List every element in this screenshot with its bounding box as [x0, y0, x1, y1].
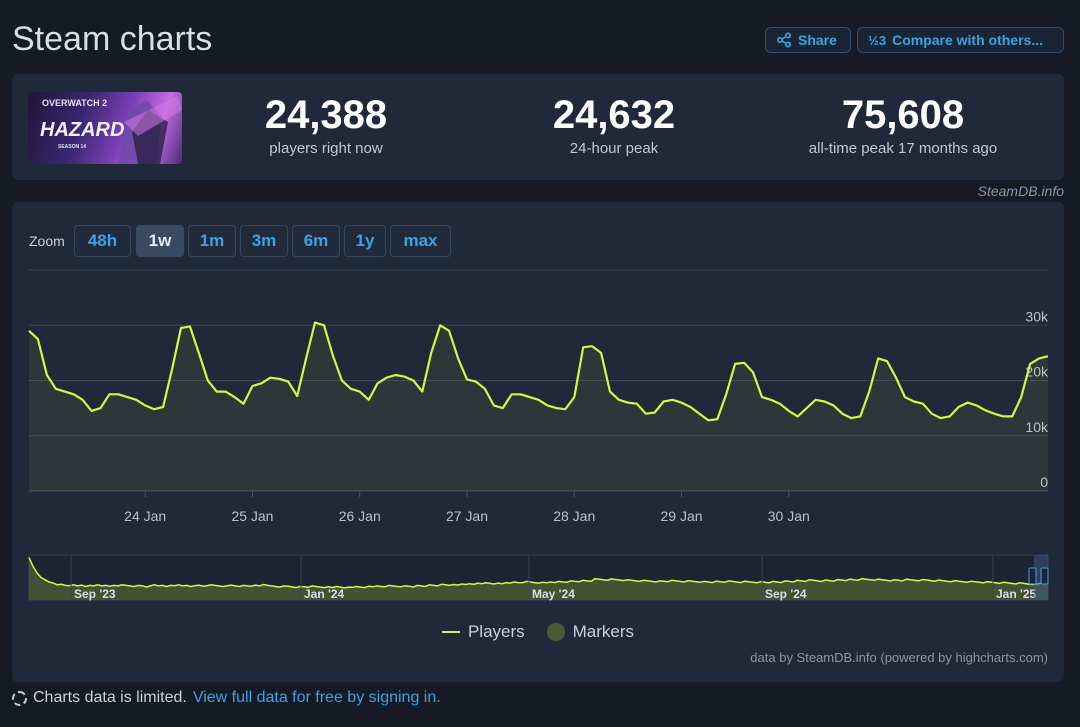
players-line	[28, 321, 1049, 422]
navigator[interactable]: Sep '23 Jan '24 May '24 Sep '24 Jan '25	[28, 554, 1049, 601]
navigator-tick-label: Sep '24	[765, 587, 807, 601]
sign-in-link[interactable]: View full data for free by signing in.	[192, 689, 441, 706]
stats-panel: OVERWATCH 2 HAZARD SEASON 14 24,388 play…	[12, 74, 1064, 180]
page-title: Steam charts	[12, 20, 213, 58]
zoom-1w-button[interactable]: 1w	[136, 225, 184, 257]
zoom-3m-button[interactable]: 3m	[240, 225, 288, 257]
chart-legend: Players Markers	[12, 622, 1064, 642]
dashed-circle-icon	[12, 690, 27, 706]
stat-current-value: 24,388	[264, 93, 388, 137]
legend-markers[interactable]: Markers	[546, 622, 635, 642]
x-tick-label: 30 Jan	[768, 508, 810, 524]
source-link[interactable]: SteamDB.info	[977, 183, 1064, 199]
navigator-handle-left	[1028, 567, 1037, 585]
game-banner[interactable]: OVERWATCH 2 HAZARD SEASON 14	[28, 92, 182, 164]
chart-credit[interactable]: data by SteamDB.info (powered by highcha…	[750, 650, 1048, 665]
navigator-tick-label: May '24	[532, 587, 575, 601]
y-tick-label: 30k	[1025, 308, 1049, 324]
x-tick-label: 28 Jan	[553, 508, 595, 524]
zoom-48h-button[interactable]: 48h	[74, 225, 131, 257]
navigator-tick-label: Jan '24	[304, 587, 345, 601]
zoom-label: Zoom	[29, 233, 65, 249]
legend-markers-label: Markers	[572, 622, 635, 641]
game-season: SEASON 14	[58, 144, 86, 150]
x-axis-ticks: 24 Jan 25 Jan 26 Jan 27 Jan 28 Jan 29 Jan 30 J…	[124, 491, 810, 524]
dot-icon	[546, 623, 565, 641]
share-label: Share	[798, 32, 837, 48]
navigator-tick-label: Sep '23	[74, 587, 116, 601]
x-tick-label: 24 Jan	[124, 508, 166, 524]
stat-24h-peak: 24,632 24-hour peak	[474, 92, 754, 157]
navigator-handle-right	[1040, 567, 1049, 585]
y-axis-ticks: 0 10k 20k 30k	[1025, 308, 1049, 490]
footer-text: Charts data is limited.	[33, 689, 187, 706]
y-tick-label: 20k	[1025, 364, 1049, 380]
stat-24h-peak-label: 24-hour peak	[569, 140, 659, 157]
navigator-line	[28, 557, 1049, 589]
compare-button[interactable]: ½3 Compare with others...	[857, 27, 1064, 53]
players-area	[29, 322, 1048, 491]
y-tick-label: 10k	[1025, 419, 1049, 435]
legend-players-label: Players	[467, 622, 525, 641]
fraction-icon: ½3	[868, 32, 887, 48]
x-tick-label: 25 Jan	[231, 508, 273, 524]
stat-alltime-peak-value: 75,608	[841, 93, 965, 137]
zoom-1y-button[interactable]: 1y	[344, 225, 386, 257]
footer-notice: Charts data is limited. View full data f…	[12, 689, 441, 707]
stat-alltime-peak: 75,608 all-time peak 17 months ago	[763, 92, 1043, 157]
chart-panel: Zoom 48h 1w 1m 3m 6m 1y max 0 10k 20k 30k 2…	[12, 202, 1064, 682]
navigator-tick-label: Jan '25	[996, 587, 1037, 601]
y-tick-label: 0	[1040, 474, 1048, 490]
chart-grid	[29, 269, 1048, 492]
share-button[interactable]: Share	[765, 27, 851, 53]
stat-24h-peak-value: 24,632	[552, 93, 676, 137]
line-icon	[441, 631, 460, 633]
zoom-1m-button[interactable]: 1m	[188, 225, 236, 257]
legend-players[interactable]: Players	[441, 622, 525, 642]
stat-alltime-peak-label: all-time peak 17 months ago	[808, 140, 998, 157]
compare-label: Compare with others...	[892, 32, 1043, 48]
navigator-area	[29, 557, 1048, 600]
x-tick-label: 26 Jan	[339, 508, 381, 524]
stat-current-label: players right now	[269, 140, 383, 157]
zoom-max-button[interactable]: max	[390, 225, 451, 257]
x-tick-label: 29 Jan	[660, 508, 702, 524]
share-icon	[776, 32, 792, 48]
game-name: OVERWATCH 2	[42, 98, 107, 108]
zoom-6m-button[interactable]: 6m	[292, 225, 340, 257]
players-series	[28, 321, 1049, 491]
players-chart[interactable]: 0 10k 20k 30k 24 Jan 25 Jan 26 Jan 27 Jan 28 Ja…	[12, 202, 1064, 612]
game-subtitle: HAZARD	[40, 119, 124, 141]
stat-current: 24,388 players right now	[186, 92, 466, 157]
x-tick-label: 27 Jan	[446, 508, 488, 524]
